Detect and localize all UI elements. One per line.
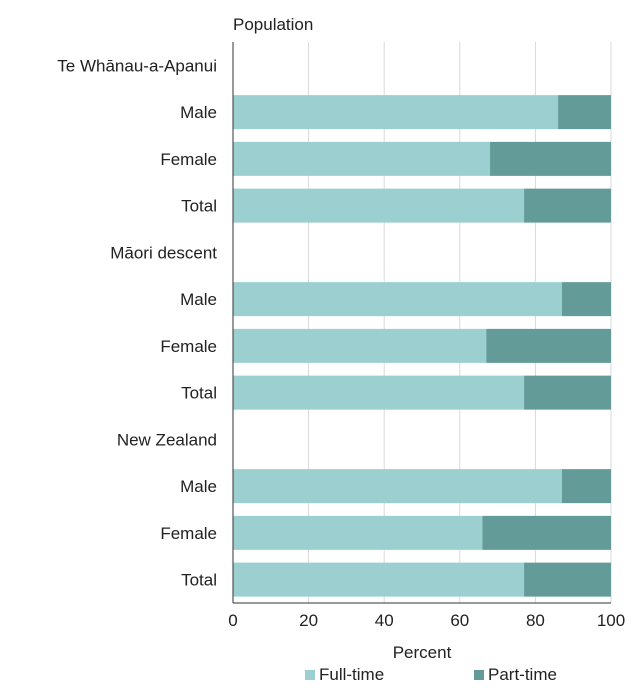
x-tick-label: 20 xyxy=(299,611,318,630)
legend-label: Full-time xyxy=(319,665,384,684)
bar-full-time xyxy=(233,515,483,550)
category-label: Male xyxy=(180,290,217,309)
bar-part-time xyxy=(561,469,611,504)
bar-full-time xyxy=(233,141,491,176)
y-axis-title: Population xyxy=(233,15,313,34)
category-label: Total xyxy=(181,384,217,403)
category-label: Female xyxy=(160,150,217,169)
group-label: New Zealand xyxy=(117,430,217,449)
bar-part-time xyxy=(524,375,611,410)
category-label: Male xyxy=(180,103,217,122)
gridlines xyxy=(308,42,612,603)
bar-part-time xyxy=(490,141,611,176)
x-tick-label: 0 xyxy=(228,611,237,630)
bar-part-time xyxy=(524,188,611,223)
x-tick-label: 100 xyxy=(597,611,625,630)
category-label: Female xyxy=(160,337,217,356)
x-tick-label: 40 xyxy=(375,611,394,630)
bar-full-time xyxy=(233,562,525,597)
category-label: Total xyxy=(181,197,217,216)
legend-swatch xyxy=(305,670,315,680)
category-label: Female xyxy=(160,524,217,543)
axes: 0 20 40 60 80 100 xyxy=(228,42,625,630)
category-labels: Te Whānau-a-Apanui Male Female Total Māori d… xyxy=(57,56,217,589)
bar-full-time xyxy=(233,95,559,130)
bar-full-time xyxy=(233,469,562,504)
group-label: Te Whānau-a-Apanui xyxy=(57,56,217,75)
bar-full-time xyxy=(233,328,487,363)
legend: Full-time Part-time xyxy=(305,665,557,684)
bar-part-time xyxy=(486,328,611,363)
bars xyxy=(233,95,611,597)
legend-label: Part-time xyxy=(488,665,557,684)
x-tick-label: 60 xyxy=(450,611,469,630)
bar-part-time xyxy=(482,515,611,550)
legend-swatch xyxy=(474,670,484,680)
x-axis-title: Percent xyxy=(393,643,452,662)
category-label: Male xyxy=(180,477,217,496)
x-tick-label: 80 xyxy=(526,611,545,630)
bar-part-time xyxy=(558,95,611,130)
group-label: Māori descent xyxy=(110,243,217,262)
bar-part-time xyxy=(524,562,611,597)
bar-full-time xyxy=(233,375,525,410)
bar-full-time xyxy=(233,282,562,317)
category-label: Total xyxy=(181,571,217,590)
bar-full-time xyxy=(233,188,525,223)
bar-part-time xyxy=(561,282,611,317)
